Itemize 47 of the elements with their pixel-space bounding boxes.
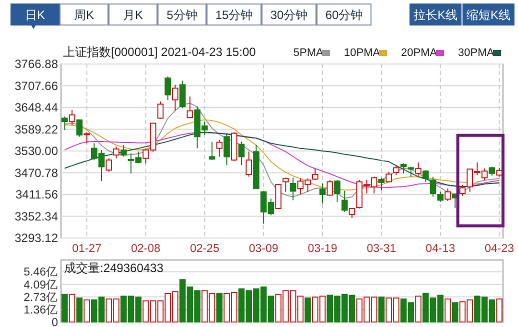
legend-label: 30PMA bbox=[458, 47, 495, 59]
y-tick-label: 4.09亿 bbox=[24, 278, 58, 292]
tab-button: 拉长K线 bbox=[410, 4, 462, 26]
tab-button: 缩短K线 bbox=[462, 4, 514, 26]
y-tick-label: 3293.12 bbox=[14, 231, 58, 245]
y-tick-label: 0 bbox=[52, 317, 58, 327]
candlestick bbox=[430, 176, 436, 198]
x-tick-label: 04-13 bbox=[426, 243, 456, 255]
chart-title: 成交量:249360433 bbox=[64, 261, 164, 275]
bar bbox=[216, 292, 223, 322]
y-tick-label: 3470.78 bbox=[14, 166, 58, 180]
y-tick-label: 3589.22 bbox=[14, 122, 58, 136]
tab-button: 5分钟 bbox=[158, 4, 206, 26]
candlestick bbox=[238, 141, 245, 166]
bar bbox=[452, 302, 458, 322]
bar bbox=[304, 298, 311, 322]
legend-label: 20PMA bbox=[401, 47, 438, 59]
candlestick bbox=[68, 109, 76, 126]
chart-title: 上证指数[000001] 2021-04-23 15:00 bbox=[63, 45, 256, 59]
tab-button: 周K bbox=[60, 4, 108, 26]
x-tick-label: 01-27 bbox=[72, 243, 102, 255]
tab-button: 日K bbox=[10, 4, 60, 26]
y-tick-label: 5.46亿 bbox=[24, 266, 58, 279]
x-tick-label: 03-09 bbox=[248, 243, 278, 255]
tab-button: 30分钟 bbox=[262, 4, 316, 26]
candlestick bbox=[290, 177, 296, 201]
y-tick-label: 3707.66 bbox=[14, 78, 58, 93]
x-tick-label: 03-31 bbox=[366, 243, 396, 255]
legend-label: 10PMA bbox=[344, 47, 381, 59]
tab-button: 月K bbox=[108, 4, 158, 26]
x-tick-label: 02-25 bbox=[190, 243, 220, 255]
tab-button: 60分钟 bbox=[316, 4, 372, 26]
y-tick-label: 1.36亿 bbox=[24, 303, 58, 316]
y-tick-label: 3648.44 bbox=[14, 100, 58, 114]
legend-label: 5PMA bbox=[293, 47, 324, 59]
y-tick-label: 3352.34 bbox=[14, 209, 58, 224]
x-tick-label: 04-23 bbox=[484, 243, 514, 255]
bar bbox=[76, 298, 83, 322]
x-tick-label: 03-19 bbox=[308, 243, 338, 255]
y-tick-label: 2.73亿 bbox=[24, 290, 58, 304]
bar bbox=[378, 296, 385, 322]
tab-button: 15分钟 bbox=[206, 4, 262, 26]
y-tick-label: 3530.00 bbox=[14, 144, 58, 158]
y-tick-label: 3411.56 bbox=[16, 188, 58, 202]
bar bbox=[62, 294, 68, 322]
x-tick-label: 02-08 bbox=[131, 243, 160, 255]
y-tick-label: 3766.88 bbox=[14, 57, 58, 71]
